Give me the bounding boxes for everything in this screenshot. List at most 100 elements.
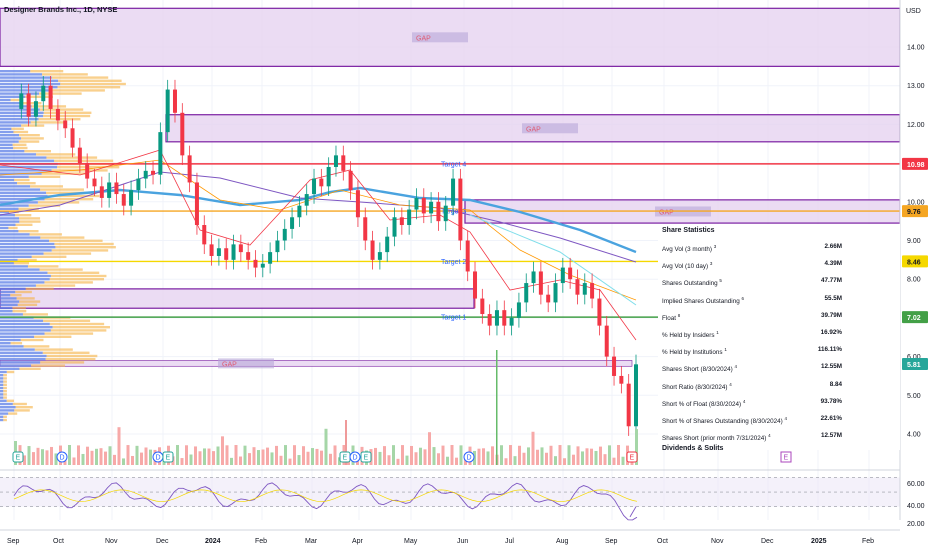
volume-profile-bar <box>23 345 50 348</box>
volume-profile-bar <box>0 287 26 290</box>
volume-profile-bar <box>0 322 50 326</box>
share-stat-value: 12.57M <box>820 432 842 440</box>
event-marker <box>162 451 174 463</box>
rsi-tick-label: 60.00 <box>907 481 925 488</box>
volume-bar <box>279 455 283 465</box>
moving-average-line <box>0 149 637 341</box>
share-stat-label: Shares Outstanding 5 <box>662 278 722 288</box>
volume-profile-bar <box>18 230 39 233</box>
x-tick-label: Dec <box>156 538 169 545</box>
volume-profile-bar <box>44 332 94 335</box>
volume-profile-bar <box>0 210 9 214</box>
volume-bar <box>297 455 301 465</box>
volume-profile-bar <box>0 290 16 294</box>
volume-bar <box>329 453 332 465</box>
volume-profile-bar <box>0 185 31 188</box>
candle-body <box>33 101 38 117</box>
price-badge <box>902 311 928 324</box>
volume-profile-bar <box>42 351 90 354</box>
volume-bar <box>41 449 44 465</box>
y-tick-label: 13.00 <box>907 83 925 90</box>
x-tick-label: 2025 <box>811 538 827 545</box>
candle-body <box>399 217 404 226</box>
volume-profile-bar <box>0 204 29 207</box>
event-label: D <box>467 455 472 462</box>
volume-bar <box>194 446 197 465</box>
x-tick-label: Nov <box>711 538 724 545</box>
volume-profile-bar <box>0 402 13 406</box>
share-stat-value: 116.11% <box>817 346 842 354</box>
share-stat-label: % Held by Insiders 1 <box>662 329 719 340</box>
volume-bar <box>410 445 413 465</box>
gap-label: GAP <box>416 35 431 42</box>
volume-profile-bar <box>3 418 7 422</box>
x-tick-label: Dec <box>761 538 774 545</box>
volume-profile-bar <box>0 153 37 156</box>
candle-body <box>114 182 119 195</box>
volume-profile-bar <box>0 348 35 351</box>
share-stat-label: Implied Shares Outstanding 6 <box>662 295 744 305</box>
volume-profile-bar <box>0 406 16 409</box>
candle-body <box>107 182 112 198</box>
volume-bar <box>567 445 571 465</box>
volume-bar <box>293 445 296 465</box>
volume-profile-bar <box>0 246 56 249</box>
candle-body <box>473 271 478 299</box>
y-tick-label: 5.00 <box>907 393 921 400</box>
chart-title: Designer Brands Inc., 1D, NYSE <box>4 5 117 14</box>
volume-bar <box>189 454 193 465</box>
volume-bar <box>266 447 269 465</box>
volume-profile-bar <box>0 191 47 194</box>
volume-bar <box>261 449 265 465</box>
volume-profile-bar <box>0 329 51 332</box>
share-stat-footnote: 5 <box>719 278 722 284</box>
share-stat-value: 4.39M <box>824 260 842 268</box>
volume-profile-bar <box>19 102 42 105</box>
candle-body <box>121 194 126 206</box>
volume-profile-bar <box>20 338 44 342</box>
gap-label: GAP <box>659 209 674 216</box>
event-label: E <box>364 455 369 462</box>
price-badge-label: 7.02 <box>907 315 921 322</box>
candle-body <box>136 178 141 191</box>
candle-body <box>194 182 199 226</box>
volume-bar <box>221 436 224 465</box>
volume-profile-bar <box>0 134 20 137</box>
volume-profile-bar <box>41 73 88 76</box>
candle-body <box>224 248 229 260</box>
volume-bar <box>198 451 202 465</box>
volume-profile-bar <box>0 274 51 278</box>
share-stat-footnote: 4 <box>768 433 771 439</box>
share-stat-value: 16.92% <box>820 328 842 336</box>
volume-profile-bar <box>34 348 73 351</box>
volume-profile-bar <box>0 124 22 127</box>
share-stat-label: Short % of Float (8/30/2024) 4 <box>662 398 746 408</box>
volume-profile-bar <box>30 185 63 188</box>
volume-profile-bar <box>0 409 15 412</box>
volume-profile-bar <box>8 412 18 415</box>
volume-bar <box>617 445 620 465</box>
share-stat-value: 39.79M <box>820 311 842 319</box>
volume-profile-bar <box>24 150 51 153</box>
volume-bar <box>77 445 80 465</box>
volume-bar <box>54 453 58 465</box>
volume-profile-bar <box>22 313 48 316</box>
candle-body <box>341 155 346 171</box>
share-stat-row: Avg Vol (3 month) 3 2.66M <box>658 238 900 255</box>
share-stat-row: % Held by Insiders 1 16.92% <box>658 324 900 341</box>
volume-profile-bar <box>36 153 76 156</box>
event-marker <box>463 451 475 463</box>
event-label: E <box>784 455 789 462</box>
volume-profile-bar <box>0 76 52 79</box>
volume-bar <box>446 456 449 465</box>
candle-body <box>268 252 273 264</box>
volume-profile-bar <box>0 310 13 313</box>
volume-bar <box>608 445 611 465</box>
candle-body <box>275 240 280 253</box>
volume-profile-bar <box>0 412 9 415</box>
volume-profile-bar <box>0 313 23 316</box>
volume-profile-bar <box>28 175 61 178</box>
volume-profile-bar <box>0 242 55 246</box>
gap-zone <box>0 360 633 367</box>
candle-body <box>494 310 499 326</box>
